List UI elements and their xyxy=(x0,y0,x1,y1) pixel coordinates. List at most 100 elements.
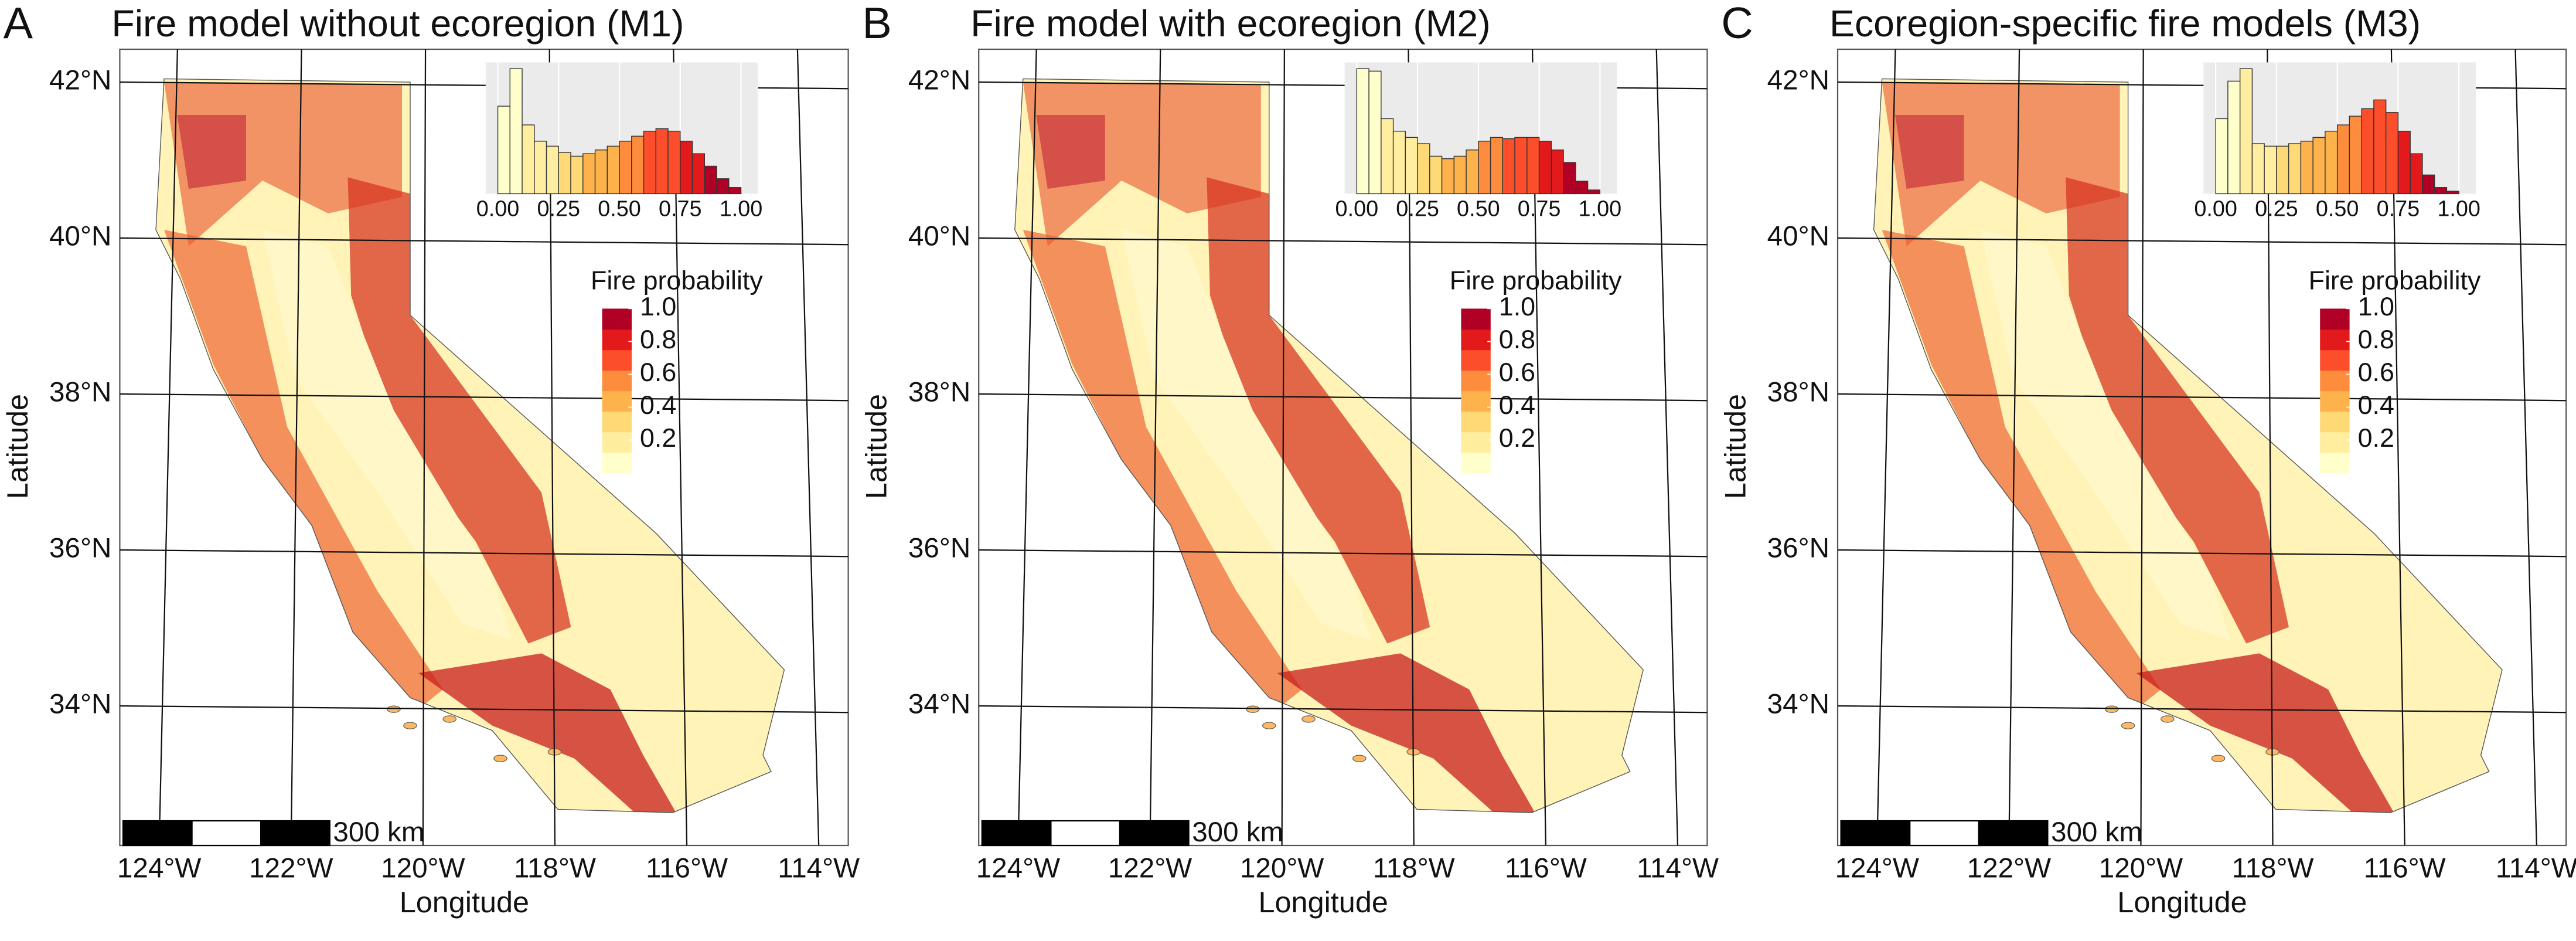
histogram-tick-label: 1.00 xyxy=(2437,196,2480,221)
colorbar-tick-label: 1.0 xyxy=(2358,292,2394,321)
histogram-bar xyxy=(643,131,657,195)
histogram-bar xyxy=(667,131,681,195)
colorbar-step xyxy=(2320,432,2350,453)
histogram-bar xyxy=(716,178,730,195)
island xyxy=(1246,705,1260,713)
histogram-bar xyxy=(509,68,523,195)
histogram-bar xyxy=(1490,137,1504,195)
grid-line xyxy=(120,549,849,558)
histogram-bar xyxy=(1538,141,1552,195)
lon-tick-label: 120°W xyxy=(1240,853,1324,884)
histogram-bar xyxy=(1502,138,1515,195)
scale-bar-segment xyxy=(1119,820,1190,847)
histogram-bar xyxy=(2336,124,2350,195)
lat-tick-label: 40°N xyxy=(49,221,111,252)
lon-tick-label: 118°W xyxy=(514,853,596,884)
histogram-tick-label: 0.25 xyxy=(537,196,581,221)
colorbar-tick-label: 0.6 xyxy=(1499,358,1535,387)
histogram-bar xyxy=(606,145,620,195)
fire-zone xyxy=(164,230,443,709)
lat-tick-label: 42°N xyxy=(49,65,111,96)
panel-title: Fire model without ecoregion (M1) xyxy=(111,2,684,45)
histogram-bar xyxy=(2422,174,2435,195)
grid-line xyxy=(796,49,820,846)
colorbar-step xyxy=(602,452,632,474)
lat-tick-label: 36°N xyxy=(49,533,111,564)
fire-zones xyxy=(1882,82,2394,813)
colorbar-step xyxy=(1461,329,1491,351)
state-outline xyxy=(1014,78,1644,813)
lon-tick-label: 120°W xyxy=(381,853,465,884)
panel-letter: A xyxy=(4,0,33,48)
graticule xyxy=(120,49,849,846)
grid-line xyxy=(1281,49,1285,846)
histogram-bar xyxy=(2373,99,2387,195)
colorbar-step xyxy=(2320,411,2350,433)
grid-line xyxy=(2008,49,2020,846)
colorbar-tick-label: 1.0 xyxy=(1499,292,1535,321)
fire-zone xyxy=(177,115,246,189)
histogram-tick-label: 1.00 xyxy=(1579,196,1622,221)
x-axis-label: Longitude xyxy=(2117,885,2247,919)
colorbar-step xyxy=(602,349,632,371)
x-axis-label: Longitude xyxy=(400,885,529,919)
lon-tick-label: 118°W xyxy=(2232,853,2314,884)
histogram-bar xyxy=(1526,137,1540,195)
histogram-bar xyxy=(1392,131,1406,195)
island xyxy=(1262,722,1276,729)
colorbar-step xyxy=(1461,390,1491,412)
island xyxy=(442,715,456,723)
fire-zones xyxy=(164,82,676,813)
y-axis-label: Latitude xyxy=(860,394,893,499)
fire-zone xyxy=(1882,82,2120,247)
scale-bar-label: 300 km xyxy=(333,817,424,848)
histogram-bar xyxy=(1478,141,1491,195)
grid-line xyxy=(422,49,427,846)
colorbar-step xyxy=(1461,411,1491,433)
colorbar-tick-label: 0.2 xyxy=(640,423,676,453)
grid-line xyxy=(2514,49,2537,846)
histogram-bar xyxy=(570,155,584,195)
y-axis-label: Latitude xyxy=(1719,394,1752,499)
fire-zone xyxy=(164,82,402,247)
scale-bar-segment xyxy=(1978,820,2049,847)
scale-bar-label: 300 km xyxy=(1192,817,1283,848)
colorbar-step xyxy=(602,308,632,330)
histogram-bar xyxy=(1381,118,1394,195)
histogram-bar xyxy=(691,153,706,195)
panel-title: Ecoregion-specific fire models (M3) xyxy=(1829,2,2421,45)
fire-zone xyxy=(1207,177,1430,644)
panel-title: Fire model with ecoregion (M2) xyxy=(970,2,1490,45)
histogram-bar xyxy=(2239,68,2253,195)
grid-line xyxy=(1838,237,2567,246)
lon-tick-label: 116°W xyxy=(646,853,728,884)
colorbar-tick-label: 0.6 xyxy=(2358,358,2394,387)
island xyxy=(2161,715,2175,723)
x-axis-label: Longitude xyxy=(1259,885,1388,919)
grid-line xyxy=(1876,49,1896,846)
fire-zone xyxy=(418,653,676,813)
fire-zones xyxy=(1023,82,1535,813)
histogram-bar xyxy=(2312,137,2326,195)
lat-tick-label: 38°N xyxy=(1767,377,1829,408)
fire-zone xyxy=(263,230,512,641)
histogram-bar xyxy=(2300,141,2313,195)
island xyxy=(1352,755,1367,762)
histogram-bar xyxy=(2288,143,2302,195)
lat-tick-label: 36°N xyxy=(908,533,970,564)
lat-tick-label: 42°N xyxy=(908,65,970,96)
grid-line xyxy=(290,49,302,846)
fire-zone xyxy=(2066,177,2289,644)
histogram-bar xyxy=(2410,153,2423,195)
fire-zone xyxy=(1882,230,2161,709)
histogram-tick-label: 0.50 xyxy=(598,196,641,221)
fire-zone xyxy=(1023,82,1261,247)
colorbar-tick-label: 1.0 xyxy=(640,292,676,321)
panel-letter: B xyxy=(862,0,891,48)
colorbar-step xyxy=(602,411,632,433)
island xyxy=(387,705,401,713)
histogram-tick-label: 0.00 xyxy=(2194,196,2237,221)
lon-tick-label: 116°W xyxy=(2364,853,2446,884)
histogram-bar xyxy=(1368,70,1382,195)
